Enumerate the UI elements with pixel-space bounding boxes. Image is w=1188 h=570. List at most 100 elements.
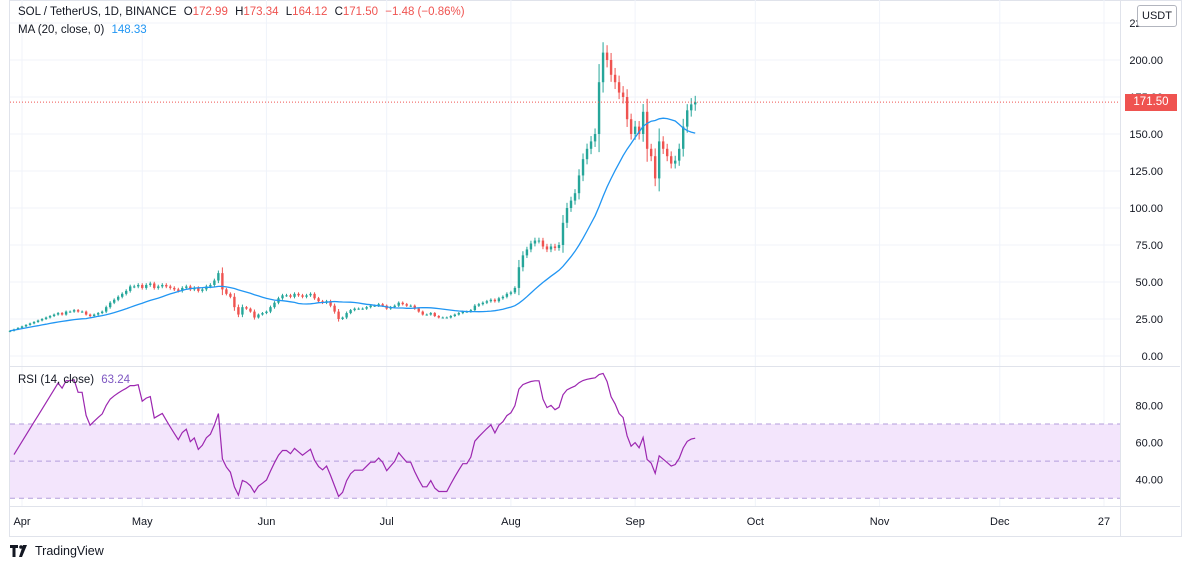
- low-value: 164.12: [292, 6, 328, 18]
- candle-body: [365, 307, 368, 309]
- candle-body: [361, 308, 364, 310]
- candle-body: [16, 327, 20, 330]
- candle-body: [24, 324, 28, 327]
- price-tick-label: 25.00: [1135, 314, 1163, 326]
- candle-body: [557, 245, 561, 248]
- candle-body: [261, 313, 264, 315]
- candle-body: [96, 313, 100, 315]
- candle-body: [545, 246, 549, 250]
- time-tick-label: Dec: [990, 516, 1010, 528]
- candle-body: [417, 308, 420, 312]
- price-tick-label: 150.00: [1129, 129, 1163, 141]
- ma-legend: MA (20, close, 0) 148.33: [18, 24, 151, 36]
- candle-body: [185, 286, 188, 288]
- candle-body: [565, 208, 569, 223]
- candle-body: [56, 313, 60, 315]
- candle-body: [629, 119, 633, 134]
- candle-body: [257, 314, 260, 318]
- candle-body: [181, 287, 184, 291]
- candle-body: [513, 287, 517, 293]
- candle-body: [469, 310, 473, 312]
- tradingview-brand[interactable]: TradingView: [10, 544, 104, 558]
- candle-body: [20, 326, 24, 328]
- candle-body: [169, 286, 172, 288]
- candle-body: [497, 298, 501, 302]
- candle-body: [76, 310, 80, 312]
- candle-body: [345, 313, 348, 318]
- candle-body: [501, 296, 505, 299]
- candle-body: [473, 305, 477, 311]
- symbol-title: SOL / TetherUS, 1D, BINANCE: [18, 6, 177, 18]
- candle-body: [421, 311, 424, 315]
- candle-body: [36, 320, 40, 322]
- last-price-tag: 171.50: [1125, 94, 1177, 111]
- rsi-tick-label: 40.00: [1135, 475, 1163, 487]
- candle-body: [273, 302, 276, 308]
- candle-body: [245, 307, 248, 309]
- candle-body: [637, 126, 641, 134]
- candle-body: [229, 293, 232, 297]
- candle-body: [125, 290, 128, 294]
- candle-body: [177, 289, 180, 291]
- candle-body: [621, 92, 625, 97]
- candle-body: [52, 314, 56, 317]
- candle-body: [649, 148, 653, 157]
- candle-body: [253, 311, 256, 318]
- candle-body: [301, 295, 304, 297]
- candle-body: [553, 246, 557, 248]
- candle-body: [265, 311, 268, 314]
- candle-body: [116, 296, 120, 300]
- ohlc-legend: SOL / TetherUS, 1D, BINANCE O172.99 H173…: [18, 6, 469, 18]
- candle-body: [317, 298, 320, 302]
- candle-body: [645, 111, 649, 149]
- candle-body: [449, 316, 452, 318]
- candle-body: [145, 284, 148, 288]
- candle-body: [686, 110, 689, 127]
- candle-body: [233, 296, 236, 308]
- candle-body: [477, 304, 481, 306]
- candle-body: [157, 286, 160, 288]
- price-tick-label: 75.00: [1135, 240, 1163, 252]
- candle-body: [112, 299, 116, 303]
- candle-body: [149, 283, 152, 285]
- candle-body: [461, 311, 465, 314]
- candle-body: [369, 305, 372, 308]
- candle-body: [353, 308, 356, 311]
- candle-body: [589, 141, 593, 149]
- candle-body: [509, 292, 513, 294]
- candle-body: [657, 141, 661, 179]
- candle-body: [581, 159, 585, 176]
- candle-body: [201, 289, 204, 291]
- candle-body: [100, 311, 104, 314]
- price-tick-label: 50.00: [1135, 277, 1163, 289]
- candle-body: [377, 304, 380, 306]
- candle-body: [481, 302, 485, 305]
- price-tick-label: 100.00: [1129, 203, 1163, 215]
- time-tick-label: Jun: [258, 516, 276, 528]
- time-tick-label: Jul: [380, 516, 394, 528]
- price-tick-label: 200.00: [1129, 55, 1163, 67]
- open-value: 172.99: [192, 6, 228, 18]
- candle-body: [197, 287, 200, 291]
- candle-body: [189, 286, 192, 290]
- candle-body: [633, 126, 637, 134]
- candle-body: [405, 304, 408, 306]
- candle-body: [297, 293, 300, 296]
- candle-body: [653, 156, 657, 179]
- candle-body: [349, 310, 352, 314]
- rsi-legend-label: RSI (14, close): [18, 374, 95, 386]
- candle-body: [585, 148, 589, 160]
- candle-body: [269, 307, 272, 312]
- candle-body: [525, 249, 529, 256]
- candle-body: [84, 311, 88, 315]
- change-value: −1.48 (−0.86%): [385, 6, 465, 18]
- candle-body: [625, 97, 629, 120]
- high-value: 173.34: [243, 6, 279, 18]
- candle-body: [529, 243, 533, 250]
- candle-body: [682, 126, 685, 149]
- time-tick-label: Aug: [501, 516, 521, 528]
- candle-body: [694, 102, 697, 105]
- rsi-tick-label: 80.00: [1135, 400, 1163, 412]
- currency-button[interactable]: USDT: [1137, 5, 1177, 27]
